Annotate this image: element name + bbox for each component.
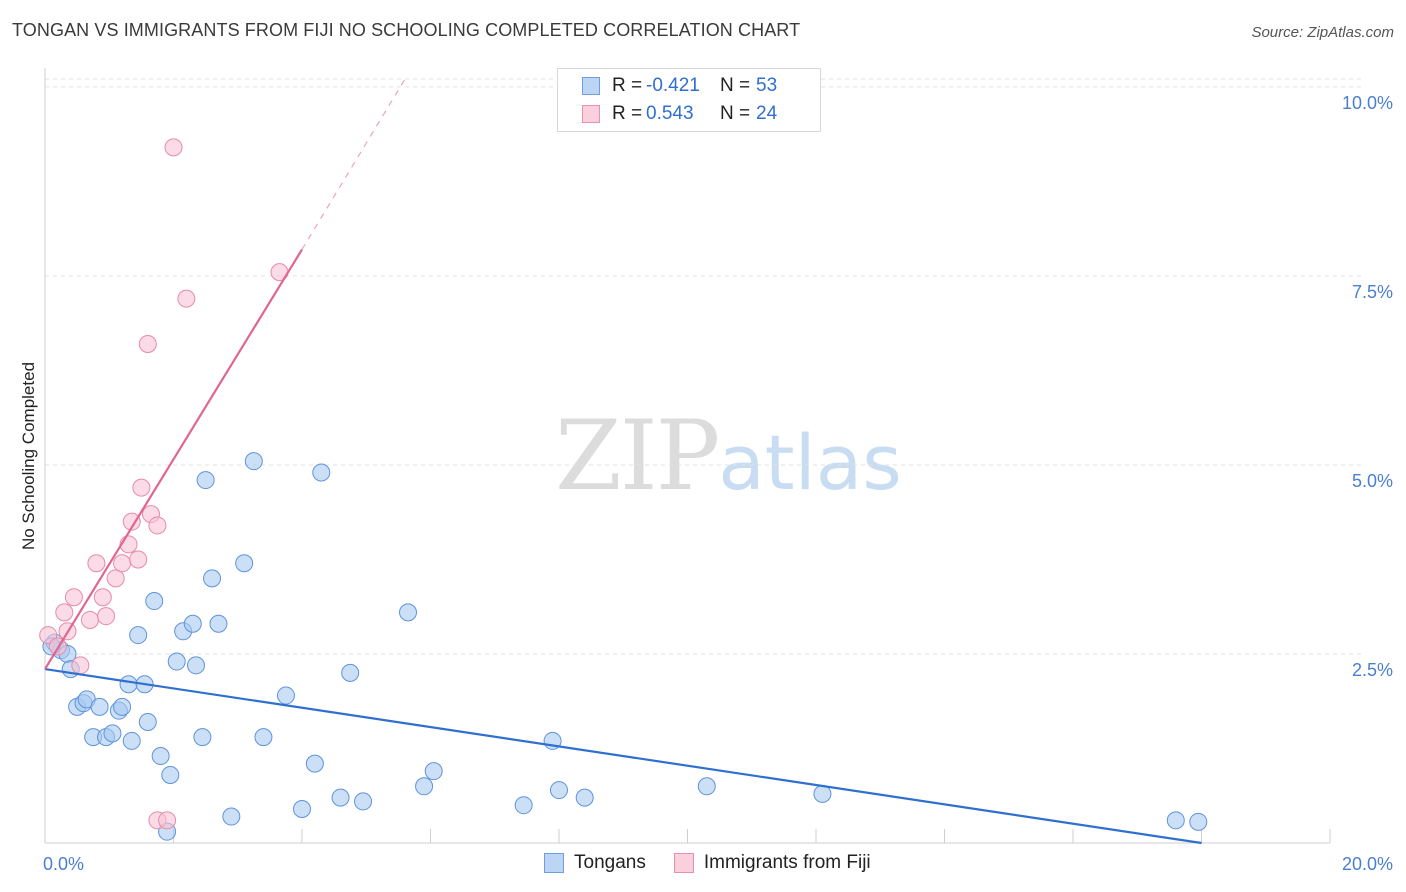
tongans-point (305, 754, 324, 773)
fiji-trendline-extension (301, 79, 406, 250)
tongans-point (151, 747, 170, 766)
fiji-legend-swatch (673, 853, 694, 873)
fiji-point (177, 289, 196, 308)
tongans-legend-swatch (544, 853, 564, 873)
n-value: 53 (756, 75, 778, 96)
tongans-point (424, 762, 443, 781)
y-tick-label: 5.0% (1352, 471, 1393, 491)
tongans-legend-label: Tongans (574, 852, 646, 873)
y-tick-label: 10.0% (1342, 93, 1393, 113)
tongans-point (196, 471, 215, 490)
tongans-trendline (44, 668, 1202, 845)
y-tick-label: 2.5% (1352, 660, 1393, 680)
tongans-point (90, 697, 109, 716)
fiji-point (80, 610, 99, 629)
tongans-point (399, 603, 418, 622)
tongans-point (122, 731, 141, 750)
fiji-point (113, 554, 132, 573)
fiji-point (55, 603, 74, 622)
tongans-point (209, 614, 228, 633)
fiji-point (138, 334, 157, 353)
x-tick-label: 20.0% (1342, 854, 1393, 874)
series-legend: Tongans Immigrants from Fiji (544, 852, 899, 874)
tongans-point (331, 788, 350, 807)
n-value: 24 (756, 103, 778, 124)
legend-row-fiji: R = 0.543 N = 24 (582, 101, 777, 127)
tongans-point (276, 686, 295, 705)
tongans-point (293, 799, 311, 818)
watermark-zip: ZIP (555, 400, 720, 512)
tongans-swatch (582, 77, 600, 95)
tongans-point (514, 796, 533, 815)
tongans-point (183, 614, 202, 633)
legend-row-tongans: R = -0.421 N = 53 (582, 73, 777, 99)
r-label: R = (612, 75, 643, 96)
fiji-point (129, 550, 148, 569)
legend-item-fiji[interactable]: Immigrants from Fiji (673, 852, 871, 874)
tongans-point (203, 569, 222, 588)
tongans-point (113, 697, 132, 716)
fiji-point (148, 516, 167, 535)
watermark: ZIPatlas (555, 400, 902, 512)
tongans-point (244, 452, 263, 471)
y-tick-label: 7.5% (1352, 282, 1393, 302)
tongans-point (235, 554, 254, 573)
fiji-point (164, 138, 183, 157)
tongans-point (161, 765, 180, 784)
fiji-trendline (44, 248, 303, 670)
tongans-point (254, 728, 273, 747)
tongans-point (550, 781, 568, 800)
y-axis-label: No Schooling Completed (19, 362, 38, 550)
n-label: N = (720, 75, 751, 96)
fiji-legend-label: Immigrants from Fiji (703, 852, 871, 873)
tongans-point (1189, 812, 1208, 831)
fiji-point (71, 656, 90, 675)
tongans-point (193, 728, 212, 747)
fiji-point (158, 811, 177, 830)
tongans-point (415, 777, 434, 796)
fiji-point (132, 478, 151, 497)
fiji-point (64, 588, 83, 607)
tongans-point (354, 792, 373, 811)
fiji-point (122, 512, 141, 531)
r-value: 0.543 (646, 103, 694, 124)
tongans-point (103, 724, 122, 743)
fiji-point (106, 569, 125, 588)
tongans-point (575, 788, 594, 807)
tongans-point (697, 777, 716, 796)
tongans-point (129, 626, 148, 645)
tongans-point (138, 713, 157, 732)
tongans-point (341, 663, 360, 682)
tongans-point (312, 463, 331, 482)
legend-item-tongans[interactable]: Tongans (544, 852, 646, 874)
tongans-point (1166, 811, 1185, 830)
fiji-point (97, 607, 116, 626)
tongans-point (119, 675, 138, 694)
tongans-point (222, 807, 241, 826)
correlation-legend: R = -0.421 N = 53 R = 0.543 N = 24 (557, 68, 821, 132)
chart-title: TONGAN VS IMMIGRANTS FROM FIJI NO SCHOOL… (12, 20, 801, 40)
fiji-point (87, 554, 106, 573)
n-label: N = (720, 103, 751, 124)
r-label: R = (612, 103, 643, 124)
watermark-atlas: atlas (718, 418, 902, 507)
tongans-point (145, 592, 164, 611)
fiji-point (93, 588, 112, 607)
tongans-point (186, 656, 205, 675)
fiji-swatch (582, 105, 600, 123)
x-tick-label: 0.0% (43, 854, 84, 874)
r-value: -0.421 (646, 75, 700, 96)
tongans-point (167, 652, 186, 671)
source-label: Source: ZipAtlas.com (1251, 24, 1394, 41)
